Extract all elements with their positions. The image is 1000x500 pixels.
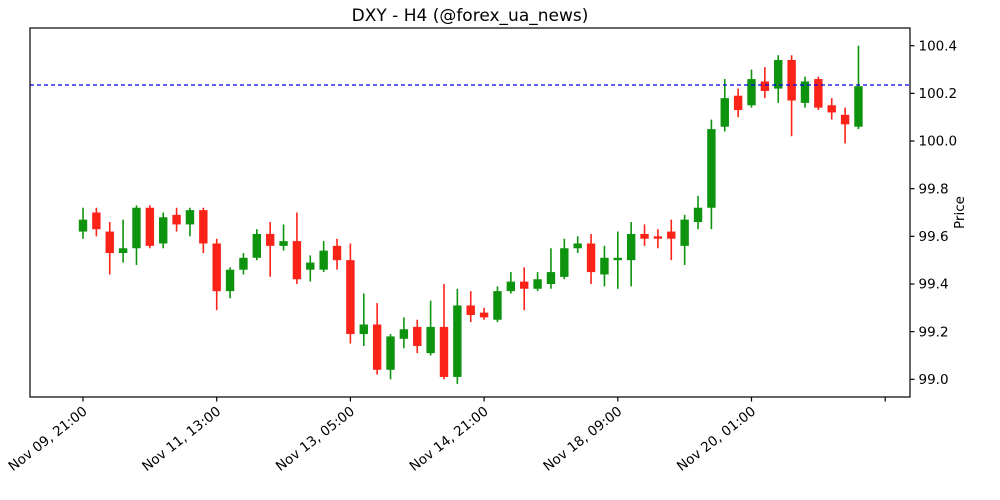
candle-body <box>573 243 582 249</box>
candle-body <box>319 250 328 270</box>
y-tick-label: 99.6 <box>919 229 949 245</box>
candle-body <box>626 233 636 261</box>
candle-body <box>560 248 569 277</box>
axes-frame <box>29 27 911 398</box>
y-axis-title: Price <box>952 196 968 229</box>
candle-body <box>733 95 743 111</box>
y-tick-label: 99.4 <box>919 277 949 293</box>
candle-body <box>185 210 195 225</box>
candle-body <box>506 281 516 292</box>
candle-body <box>640 233 649 239</box>
candle-body <box>225 269 235 292</box>
candle-body <box>586 243 596 273</box>
candle-body <box>493 291 502 320</box>
candle-body <box>479 312 489 318</box>
candle-body <box>720 98 729 127</box>
candle-body <box>359 324 368 335</box>
candle-body <box>252 233 262 258</box>
x-tick-label: Nov 20, 01:00 <box>674 404 759 475</box>
y-tick-label: 99.2 <box>919 324 949 340</box>
y-tick-label: 99.0 <box>919 372 949 388</box>
candle-body <box>386 336 395 370</box>
candle-body <box>159 217 168 244</box>
candle-body <box>707 129 716 208</box>
candle-body <box>172 214 181 225</box>
y-tick-label: 99.8 <box>919 181 949 197</box>
candle-body <box>613 257 622 261</box>
candle-body <box>466 305 475 315</box>
candle-body <box>92 212 101 230</box>
x-tick-label: Nov 14, 21:00 <box>407 404 492 475</box>
candle-body <box>439 326 449 377</box>
candle-body <box>787 59 796 101</box>
candle-body <box>426 326 435 354</box>
x-tick-label: Nov 13, 05:00 <box>273 404 358 475</box>
candle-body <box>693 207 703 223</box>
candle-body <box>854 86 863 127</box>
x-tick-label: Nov 11, 13:00 <box>139 404 224 475</box>
x-tick-label: Nov 18, 09:00 <box>540 404 625 475</box>
candle-body <box>145 207 155 246</box>
candle-body <box>346 260 355 335</box>
candle-body <box>533 279 542 289</box>
candle-body <box>132 207 141 249</box>
y-tick-label: 100.2 <box>919 86 958 102</box>
candle-body <box>827 105 836 113</box>
y-tick-label: 100.4 <box>919 38 958 54</box>
candle-body <box>667 231 676 239</box>
candle-body <box>800 81 810 103</box>
x-tick-label: Nov 09, 21:00 <box>6 404 91 475</box>
chart-title: DXY - H4 (@forex_ua_news) <box>351 6 589 26</box>
y-tick-label: 100.0 <box>919 134 958 150</box>
candle-body <box>840 114 850 125</box>
candle-body <box>372 324 382 370</box>
candle-body <box>306 262 315 270</box>
candle-body <box>105 231 114 254</box>
candle-body <box>814 79 823 108</box>
candle-body <box>199 210 208 244</box>
candle-body <box>413 326 422 346</box>
candle-body <box>239 257 248 270</box>
candle-body <box>760 81 770 91</box>
candle-body <box>212 243 221 292</box>
candle-body <box>265 233 275 246</box>
candle-body <box>774 59 783 89</box>
candle-body <box>332 245 342 261</box>
candle-body <box>600 257 609 275</box>
candle-body <box>453 305 462 377</box>
candle-body <box>546 272 556 284</box>
candle-body <box>78 219 88 232</box>
candle-body <box>520 281 529 289</box>
candle-body <box>399 329 409 339</box>
candle-body <box>653 236 663 239</box>
candle-body <box>279 241 288 246</box>
candle-body <box>680 219 689 246</box>
candle-body <box>118 248 128 254</box>
candle-body <box>292 241 302 280</box>
candle-body <box>747 79 756 106</box>
